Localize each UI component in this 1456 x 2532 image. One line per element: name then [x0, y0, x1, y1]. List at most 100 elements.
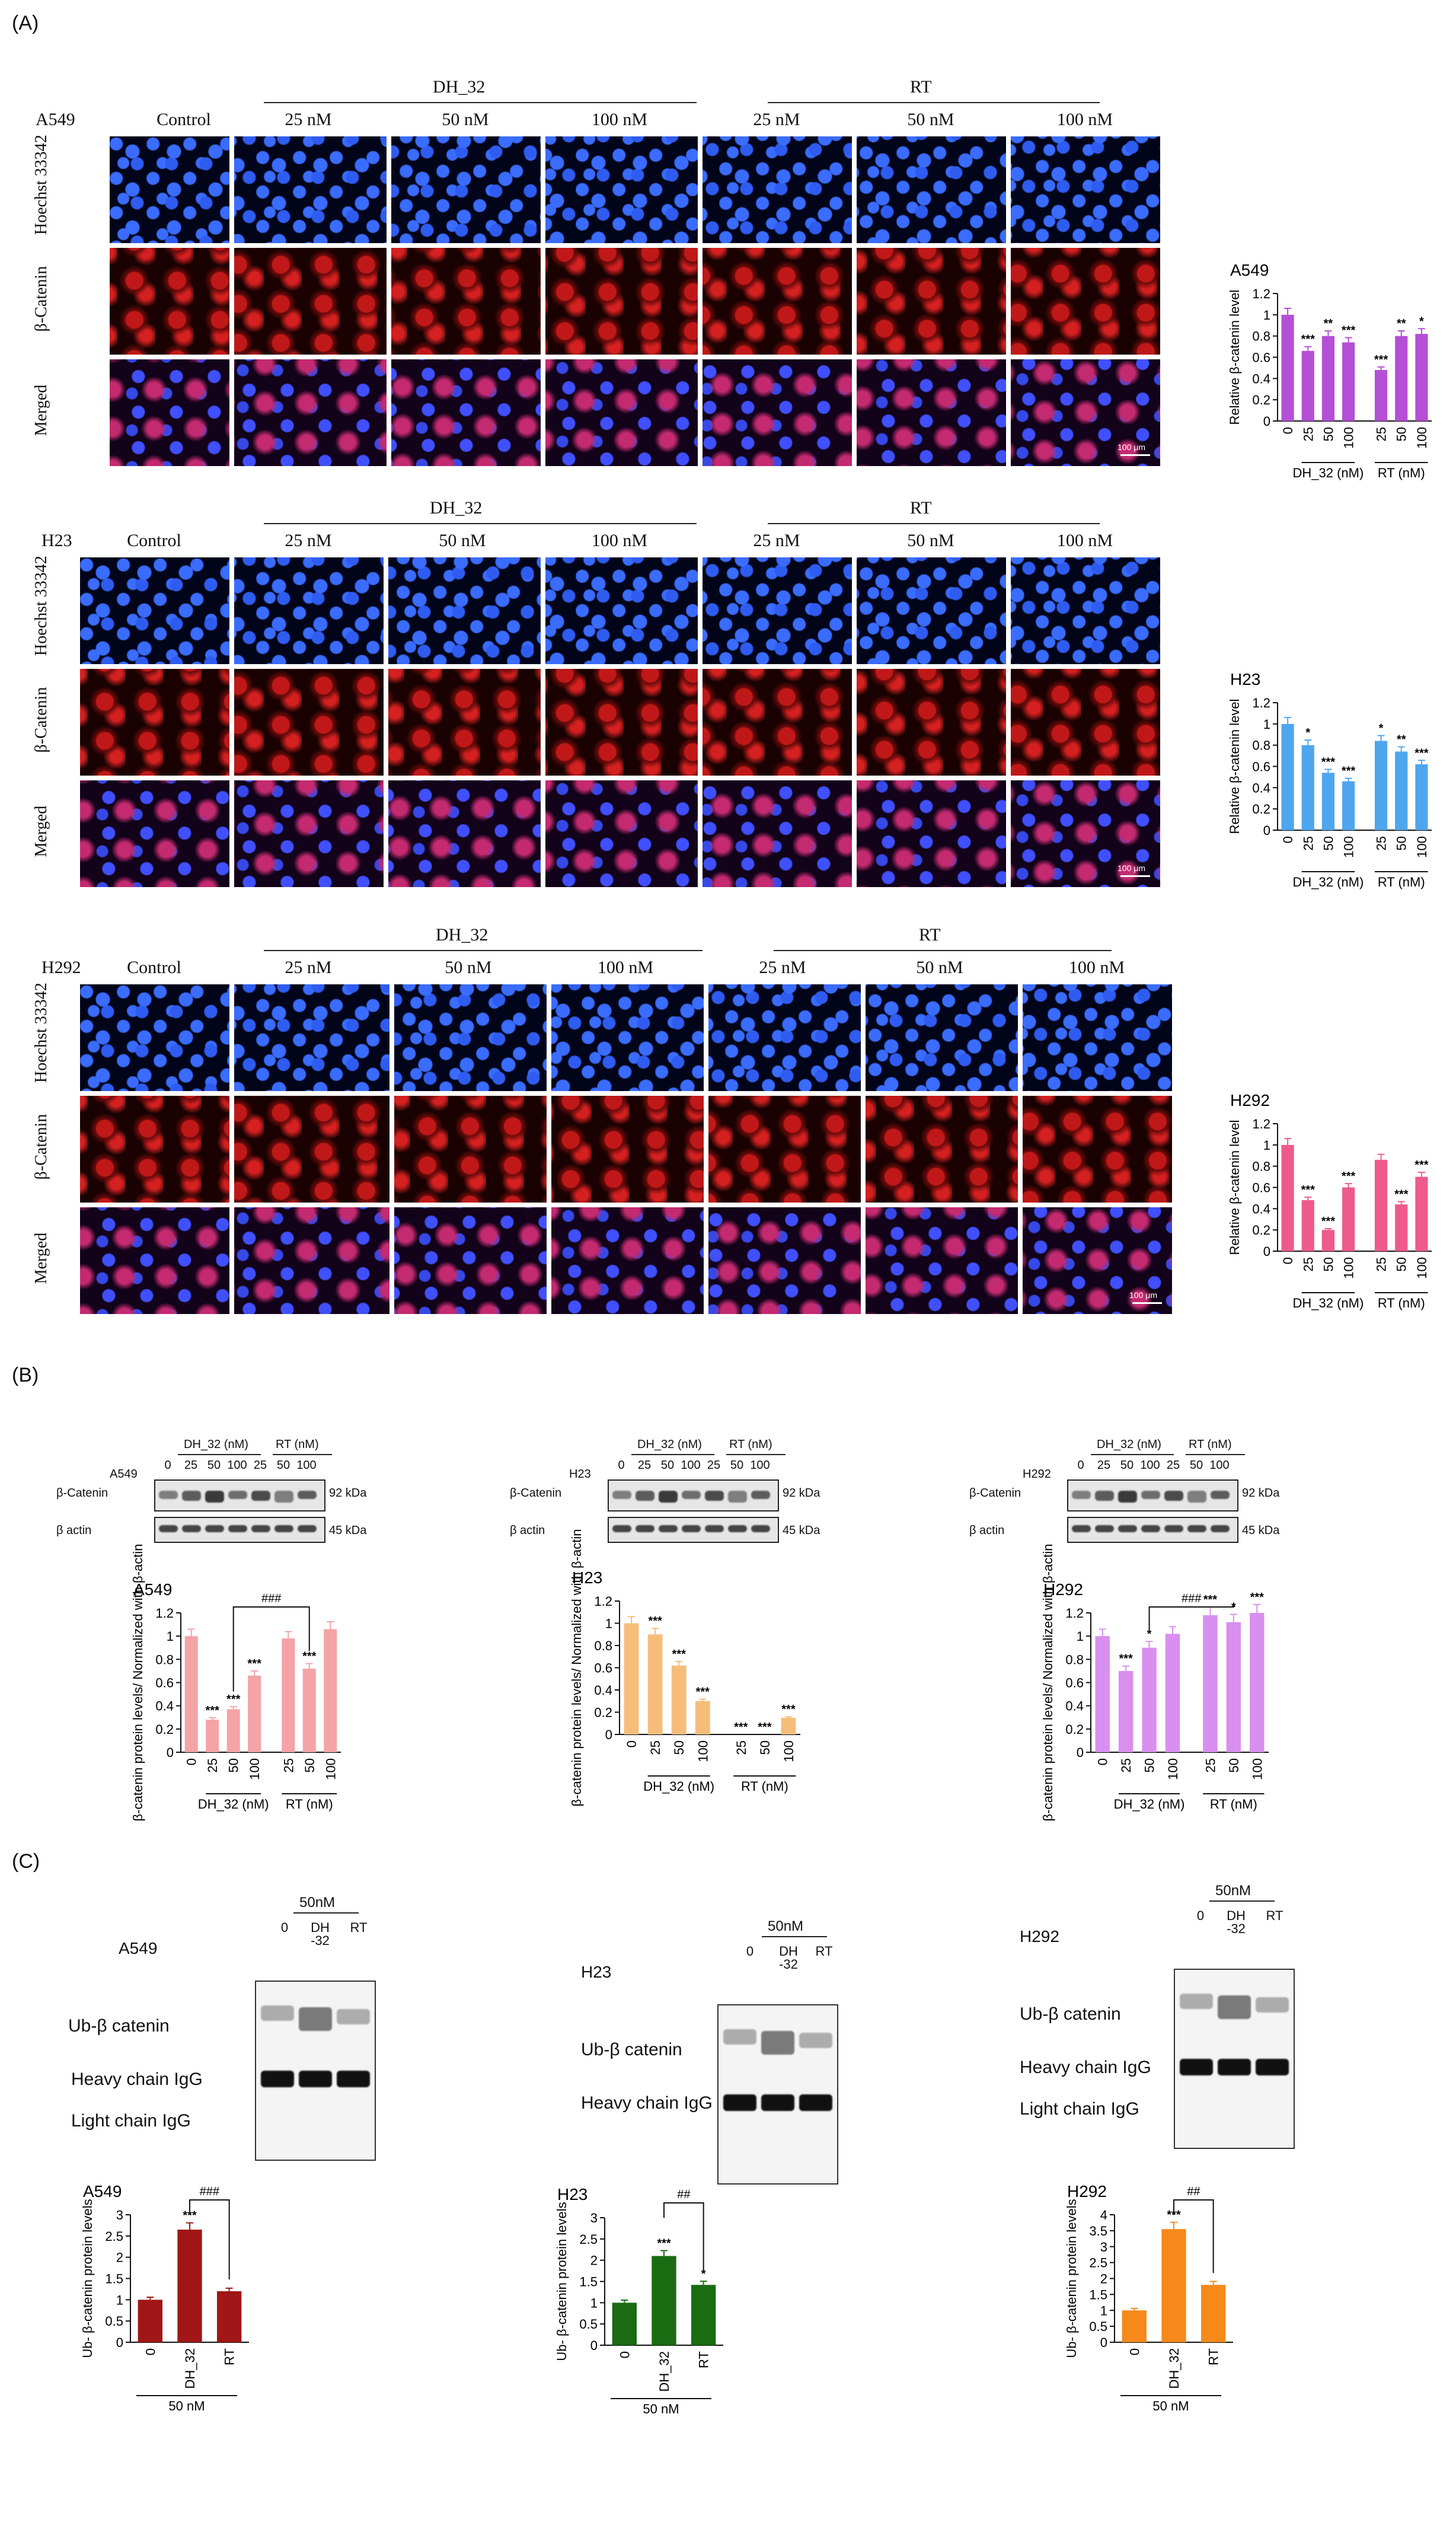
blot-band	[705, 1491, 724, 1501]
comparison-label: ##	[677, 2188, 691, 2201]
x-tick-label: 25	[1301, 1257, 1315, 1271]
catenin-image	[551, 1096, 704, 1203]
group-label: RT (nM)	[1210, 1797, 1257, 1812]
column-label-conc: 100 nM	[597, 958, 654, 977]
y-tick-label: 1	[1263, 308, 1270, 323]
blot-band	[1187, 1525, 1206, 1532]
ip-lane-label: RT	[815, 1944, 833, 1959]
x-tick-label: 50	[1227, 1758, 1241, 1772]
y-tick-label: 0	[116, 2335, 123, 2350]
x-tick-label: 25	[1374, 427, 1389, 441]
blot-band	[228, 1525, 247, 1532]
blot-band	[682, 1491, 701, 1499]
light-label: Light chain IgG	[71, 2111, 191, 2131]
x-tick-label: 50	[1394, 836, 1409, 850]
column-label-control: Control	[127, 531, 181, 550]
column-label-conc: 25 nM	[753, 531, 800, 550]
x-tick-label: 0	[1096, 1758, 1110, 1765]
x-tick-label: 50	[302, 1758, 317, 1772]
y-axis-label: Relative β-catenin level	[1227, 699, 1242, 834]
merged-image	[80, 780, 229, 887]
group-label-rt: RT	[919, 925, 941, 945]
blot-band	[1164, 1525, 1183, 1532]
y-tick-label: 0	[1263, 414, 1270, 429]
blot-lane-label: 50	[730, 1459, 744, 1472]
chart-title: A549	[1230, 261, 1269, 279]
blot-lane-label: 100	[1209, 1459, 1230, 1472]
blot-header-underline	[631, 1454, 714, 1455]
x-tick-label: 25	[1301, 836, 1315, 850]
blot-lane-label: 25	[707, 1459, 721, 1472]
bar	[1301, 1200, 1314, 1251]
bar	[248, 1675, 261, 1752]
group-label: DH_32 (nM)	[1293, 875, 1364, 889]
y-tick-label: 1	[1263, 717, 1270, 732]
group-label: RT (nM)	[741, 1779, 788, 1794]
significance-label: ***	[1415, 1159, 1429, 1172]
ip-heavy-band	[1218, 2059, 1251, 2075]
significance-label: ***	[734, 1721, 748, 1734]
blot-membrane	[608, 1517, 779, 1543]
group-label-rt: RT	[910, 77, 932, 97]
blot-kda: 92 kDa	[783, 1487, 820, 1500]
blot-membrane	[1067, 1479, 1238, 1511]
hoechst-image	[394, 984, 547, 1091]
y-axis-label: Relative β-catenin level	[1227, 290, 1242, 425]
blot-header-underline	[726, 1454, 786, 1455]
group-underline-rt	[774, 950, 1112, 951]
bar	[1118, 1670, 1133, 1752]
y-tick-label: 2	[590, 2253, 598, 2268]
y-tick-label: 0	[1263, 823, 1270, 838]
blot-kda: 92 kDa	[329, 1487, 367, 1500]
ip-conc-underline	[762, 1936, 827, 1937]
ip-conc-label: 50nM	[299, 1895, 336, 1911]
blot-lane-label: 25	[253, 1459, 267, 1472]
significance-label: *	[1419, 315, 1424, 328]
x-tick-label: 25	[1374, 1257, 1389, 1271]
blot-row-label: β actin	[56, 1524, 92, 1537]
blot-band	[1141, 1525, 1160, 1532]
blot-lane-label: 100	[750, 1459, 770, 1472]
comparison-label: ##	[1187, 2185, 1200, 2198]
merged-image	[110, 359, 229, 466]
blot-band	[1187, 1491, 1206, 1503]
cell-line-label: H23	[41, 531, 72, 550]
hoechst-image	[866, 984, 1018, 1091]
y-tick-label: 0.6	[1252, 350, 1270, 365]
group-label-rt: RT	[910, 498, 932, 518]
y-tick-label: 1.2	[155, 1606, 174, 1621]
bar	[1395, 751, 1408, 830]
y-tick-label: 0.2	[1252, 802, 1270, 817]
bar	[1281, 723, 1294, 830]
catenin-image	[1011, 248, 1160, 355]
catenin-image	[394, 1096, 547, 1203]
catenin-image	[857, 669, 1006, 776]
significance-label: ***	[1342, 765, 1356, 778]
x-tick-label: 25	[1203, 1758, 1218, 1772]
blot-kda: 45 kDa	[783, 1524, 820, 1537]
y-axis-label: Relative β-catenin level	[1227, 1120, 1242, 1255]
catenin-image	[545, 248, 698, 355]
ip-heavy-band	[1180, 2059, 1213, 2075]
column-label-conc: 100 nM	[591, 531, 648, 550]
bar	[1415, 334, 1428, 421]
bar	[324, 1629, 337, 1752]
comparison-bracket	[663, 2202, 704, 2273]
y-tick-label: 0.4	[1065, 1699, 1084, 1714]
ip-conc-label: 50nM	[768, 1918, 804, 1934]
y-axis-label: β-catenin protein levels/ Normalized wit…	[130, 1544, 145, 1822]
chart-title: H23	[1230, 670, 1260, 688]
y-tick-label: 1.5	[1089, 2287, 1107, 2302]
column-label-conc: 100 nM	[1056, 110, 1113, 129]
catenin-image	[234, 248, 387, 355]
group-label: RT (nM)	[1378, 875, 1425, 889]
group-label: 50 nM	[643, 2402, 679, 2416]
y-tick-label: 1	[1263, 1138, 1270, 1153]
x-tick-label: 100	[247, 1758, 262, 1780]
blot-lane-label: 25	[1097, 1459, 1111, 1472]
x-tick-label: 25	[281, 1758, 296, 1772]
ip-membrane	[717, 2004, 838, 2185]
y-tick-label: 1.2	[594, 1594, 612, 1609]
bar	[1395, 336, 1408, 421]
bar	[1281, 1144, 1294, 1251]
